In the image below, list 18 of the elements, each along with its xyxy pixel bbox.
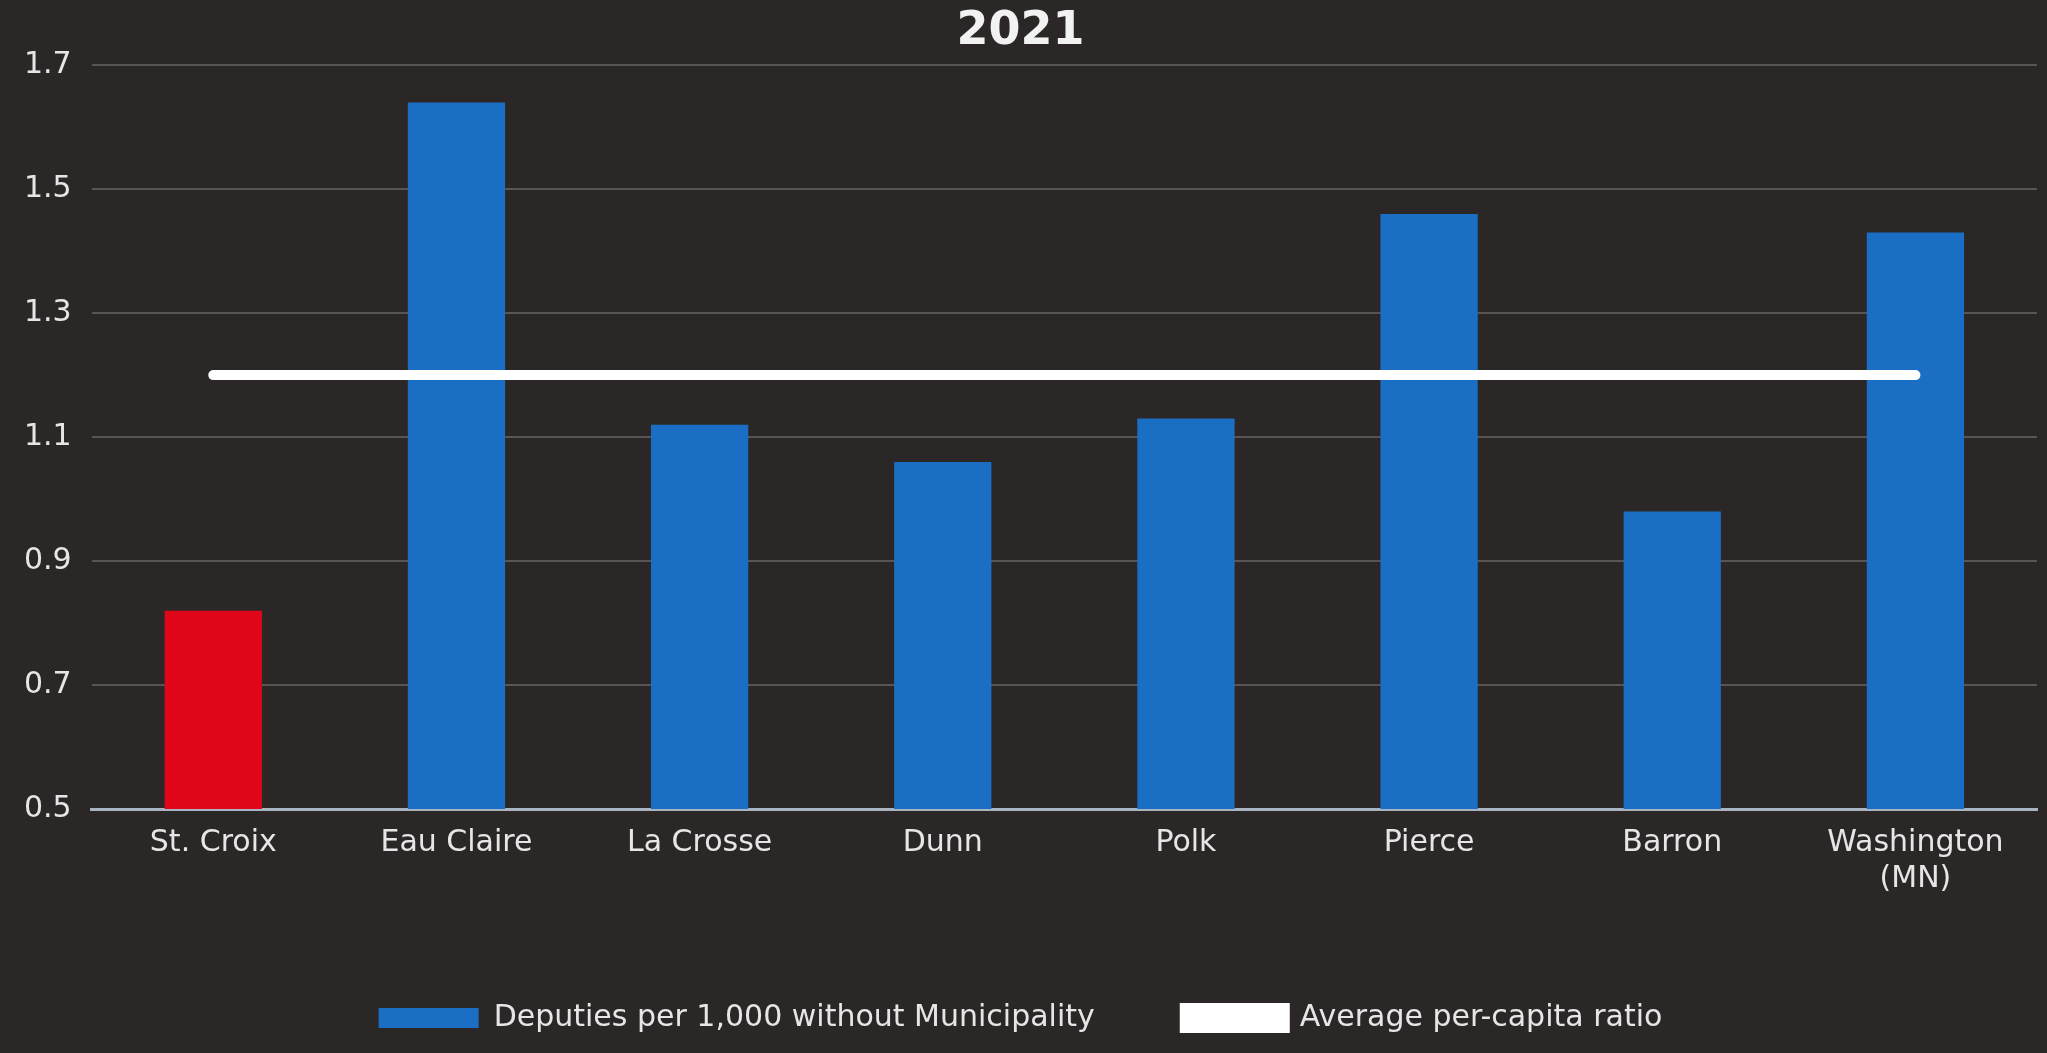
legend-label: Average per-capita ratio [1299,997,1663,1033]
x-tick-label: Washington (MN) [1827,822,2004,894]
x-tick-label: Barron [1622,822,1723,858]
y-tick-label: 1.7 [23,45,72,80]
x-tick-label: St. Croix [149,822,277,858]
y-tick-label: 0.5 [23,788,72,824]
y-tick-label: 1.5 [23,168,72,204]
y-tick-label: 0.7 [23,664,72,700]
x-tick-label: Polk [1155,822,1218,858]
y-tick-label: 1.3 [23,292,72,328]
y-tick-label: 1.1 [23,416,72,452]
chart-title: 2021 [956,0,1085,55]
y-tick-label: 0.9 [23,540,72,576]
legend-label: Deputies per 1,000 without Municipality [493,997,1095,1033]
x-tick-label: Dunn [902,822,983,858]
x-tick-label: Eau Claire [380,822,533,858]
x-tick-label: Pierce [1383,822,1475,858]
x-tick-label: La Crosse [626,822,773,858]
